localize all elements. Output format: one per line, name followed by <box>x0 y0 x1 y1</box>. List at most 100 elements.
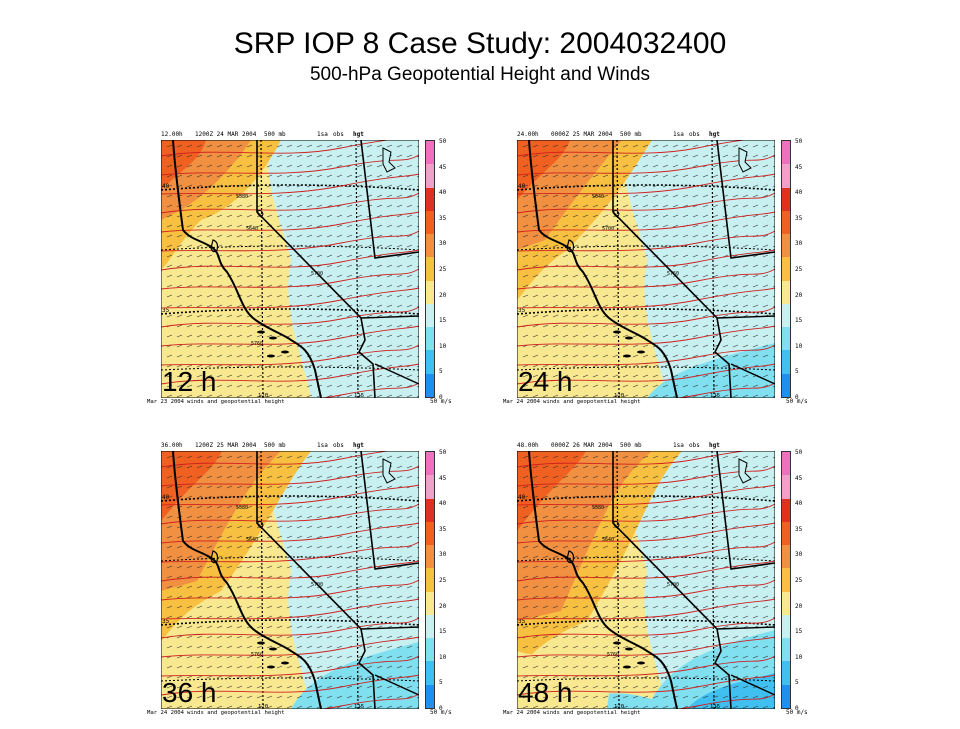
colorbar-segment <box>782 303 790 328</box>
forecast-panel: 12.00h 1200Z 24 MAR 2004 500 mb 1sa obs hgt 40… <box>147 128 452 418</box>
colorbar-segment <box>426 545 434 569</box>
footer-date: Mar 24 2004 <box>503 399 541 405</box>
longitude-label: 120 <box>258 393 269 399</box>
colorbar-tick-label: 35 <box>795 525 803 533</box>
height-contours <box>161 451 419 709</box>
colorbar-tick-label: 50 <box>439 138 447 145</box>
colorbar-segment <box>426 350 434 374</box>
contour-label: 5640 <box>246 226 258 232</box>
colorbar-segment <box>426 141 434 165</box>
latitude-label: 35 <box>162 618 170 625</box>
colorbar-segment <box>782 452 790 476</box>
colorbar-segment <box>426 373 434 397</box>
latitude-label: 40 <box>518 183 526 190</box>
colorbar <box>425 451 435 709</box>
colorbar-tick-label: 35 <box>439 525 447 533</box>
latitude-label: 40 <box>518 494 526 501</box>
colorbar-tick-label: 30 <box>439 551 447 559</box>
panel-valid-time: 0000Z 26 MAR 2004 <box>551 442 613 449</box>
colorbar-tick-label: 15 <box>795 317 803 325</box>
panel-lead-time: 24.00h <box>517 131 539 138</box>
colorbar-tick-label: 50 <box>795 449 803 456</box>
colorbar-tick-label: 20 <box>795 291 803 299</box>
forecast-panel: 24.00h 0000Z 25 MAR 2004 500 mb 1sa obs hgt 40… <box>503 128 808 418</box>
colorbar-segment <box>782 684 790 708</box>
colorbar-segment <box>426 210 434 235</box>
colorbar-segment <box>782 234 790 258</box>
colorbar <box>781 140 791 398</box>
colorbar-units: 50 m/s <box>786 398 808 405</box>
panel-footer: Mar 23 2004 winds and geopotential height… <box>147 393 447 411</box>
colorbar-tick-label: 40 <box>439 189 447 197</box>
panel-source: 1sa <box>673 442 684 449</box>
panel-valid-time: 1200Z 25 MAR 2004 <box>195 442 257 449</box>
height-contours <box>517 140 775 398</box>
panel-obs: obs <box>333 442 344 449</box>
longitude-label: 115 <box>354 704 365 710</box>
colorbar-segment <box>782 638 790 662</box>
colorbar-segment <box>782 141 790 165</box>
forecast-panel: 48.00h 0000Z 26 MAR 2004 500 mb 1sa obs hgt 40… <box>503 439 808 729</box>
longitude-label: 115 <box>710 393 721 399</box>
forecast-panel: 36.00h 1200Z 25 MAR 2004 500 mb 1sa obs hgt 40… <box>147 439 452 729</box>
longitude-label: 115 <box>354 393 365 399</box>
colorbar-segment <box>426 591 434 615</box>
colorbar-segment <box>426 187 434 211</box>
wind-map: 40 35 5580 5640 5700 5760 <box>161 140 419 398</box>
colorbar-segment <box>426 280 434 304</box>
panel-level: 500 mb <box>264 131 286 138</box>
colorbar-tick-label: 15 <box>439 628 447 636</box>
colorbar-tick-label: 10 <box>439 653 447 661</box>
footer-description: winds and geopotential height <box>543 710 641 716</box>
colorbar-tick-label: 50 <box>439 449 447 456</box>
colorbar-tick-label: 45 <box>795 163 803 171</box>
panel-lead-time: 36.00h <box>161 442 183 449</box>
colorbar-segment <box>426 521 434 546</box>
contour-label: 5580 <box>236 505 248 511</box>
wind-map: 40 35 5640 5700 5760 <box>517 140 775 398</box>
wind-map: 40 35 5580 5640 5700 5760 <box>161 451 419 709</box>
longitude-label: 120 <box>614 704 625 710</box>
colorbar-tick-label: 40 <box>439 500 447 508</box>
colorbar-segment <box>426 638 434 662</box>
colorbar-tick-label: 20 <box>795 602 803 610</box>
longitude-label: 120 <box>614 393 625 399</box>
footer-description: winds and geopotential height <box>187 710 285 716</box>
footer-date: Mar 23 2004 <box>147 399 185 405</box>
panel-level: 500 mb <box>620 131 642 138</box>
colorbar-tick-label: 20 <box>439 291 447 299</box>
colorbar-tick-label: 20 <box>439 602 447 610</box>
panel-lead-time: 12.00h <box>161 131 183 138</box>
colorbar-segment <box>782 568 790 592</box>
colorbar-ticks: 50 45 40 35 30 25 20 15 10 5 0 <box>439 449 455 712</box>
panel-valid-time: 0000Z 25 MAR 2004 <box>551 131 613 138</box>
colorbar-segment <box>426 452 434 476</box>
colorbar-tick-label: 30 <box>439 240 447 248</box>
colorbar <box>425 140 435 398</box>
contour-label: 5760 <box>251 341 263 347</box>
colorbar-segment <box>782 257 790 281</box>
colorbar-segment <box>782 164 790 188</box>
colorbar-tick-label: 5 <box>439 368 443 376</box>
wind-vectors <box>522 455 775 709</box>
panel-source: 1sa <box>317 442 328 449</box>
colorbar-segment <box>426 568 434 592</box>
colorbar-tick-label: 25 <box>795 577 803 584</box>
contour-label: 5580 <box>236 194 248 200</box>
contour-label: 5580 <box>592 505 604 511</box>
colorbar-segment <box>426 614 434 639</box>
colorbar-segment <box>782 661 790 685</box>
colorbar-tick-label: 5 <box>795 368 799 376</box>
longitude-label: 115 <box>710 704 721 710</box>
colorbar-segment <box>782 545 790 569</box>
panel-variable: hgt <box>353 131 364 138</box>
panel-obs: obs <box>689 131 700 138</box>
colorbar-tick-label: 45 <box>439 474 447 482</box>
colorbar-segment <box>782 614 790 639</box>
longitude-label: 120 <box>258 704 269 710</box>
colorbar-tick-label: 25 <box>439 266 447 273</box>
latitude-label: 40 <box>162 494 170 501</box>
footer-description: winds and geopotential height <box>187 399 285 405</box>
colorbar-segment <box>782 187 790 211</box>
colorbar-tick-label: 40 <box>795 500 803 508</box>
